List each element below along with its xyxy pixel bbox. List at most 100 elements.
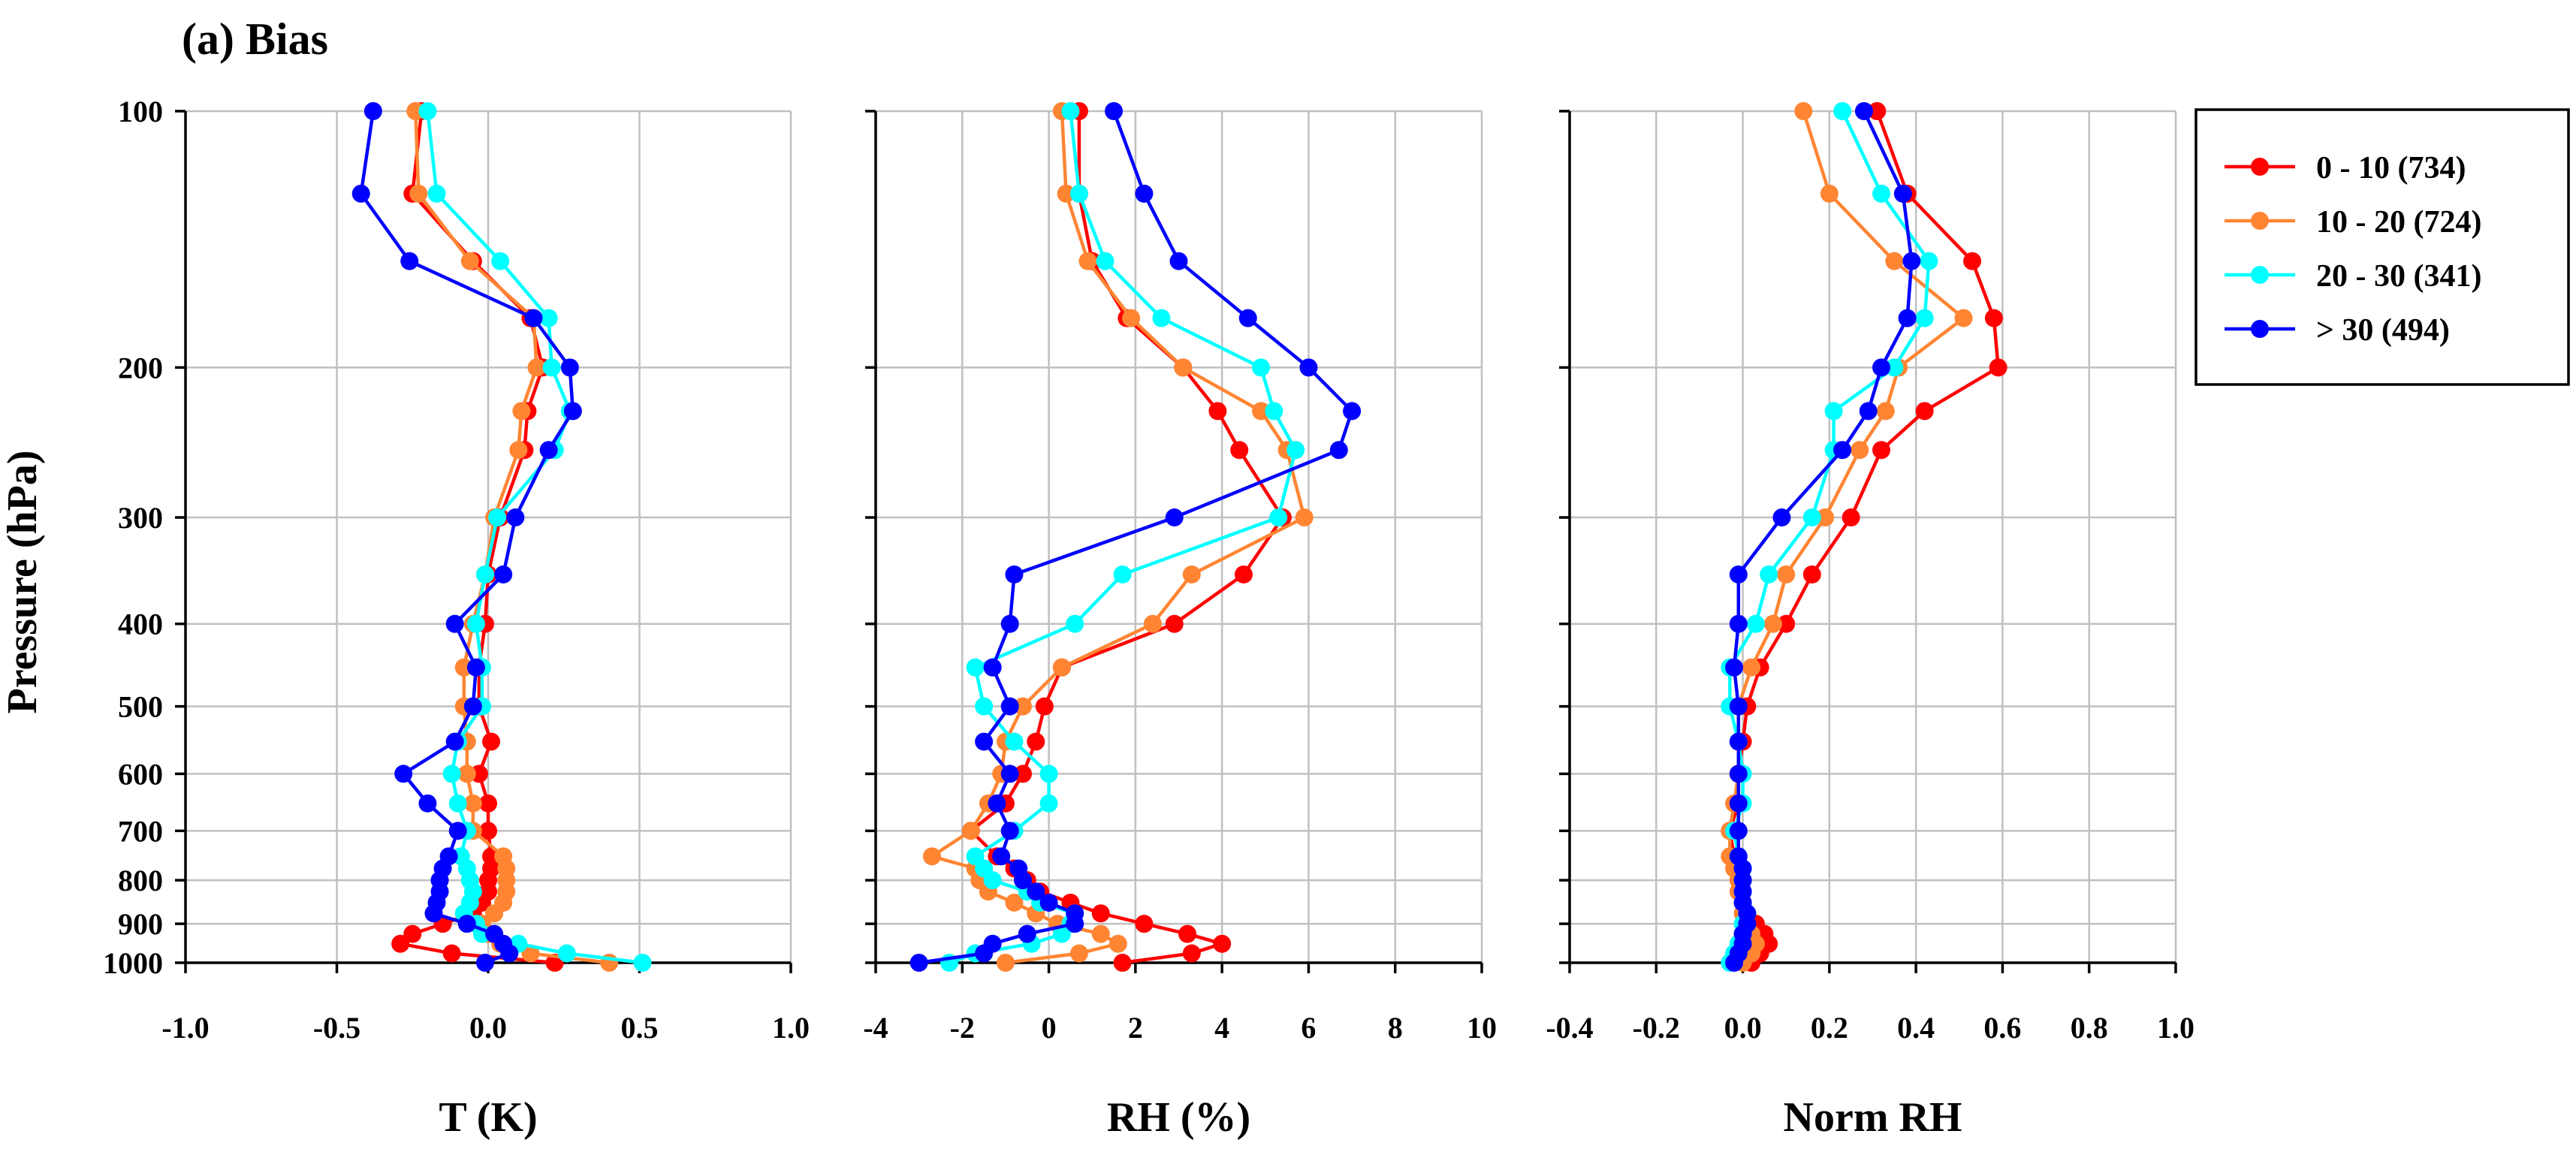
data-point — [1052, 924, 1071, 943]
data-point — [1113, 565, 1132, 584]
series-30-494 — [909, 102, 1362, 972]
data-point — [1777, 614, 1796, 633]
data-point — [403, 924, 422, 943]
legend-entry-10-20: 10 - 20 (724) — [2225, 205, 2481, 240]
data-point — [1295, 508, 1314, 527]
data-point — [1230, 441, 1249, 460]
data-point — [485, 904, 504, 923]
data-point — [1802, 565, 1821, 584]
data-point — [466, 658, 485, 677]
data-point — [1729, 565, 1748, 584]
data-point — [1729, 764, 1748, 783]
series-10-20-724 — [1721, 102, 1973, 972]
data-point — [1746, 614, 1765, 633]
data-point — [448, 794, 467, 813]
data-point — [1876, 402, 1895, 421]
data-point — [1851, 441, 1869, 460]
data-point — [509, 441, 528, 460]
y-tick-label: 400 — [118, 608, 163, 641]
data-point — [1915, 309, 1934, 327]
data-point — [1729, 697, 1748, 716]
data-point — [500, 944, 519, 963]
x-axis-label: T (K) — [439, 1094, 537, 1141]
x-axis-label: Norm RH — [1784, 1094, 1962, 1141]
legend: 0 - 10 (734) 10 - 20 (724) 20 - 30 (341)… — [2194, 108, 2570, 386]
data-point — [363, 102, 382, 120]
y-tick-label: 300 — [118, 501, 163, 535]
data-point — [1061, 102, 1080, 120]
data-point — [442, 764, 461, 783]
x-tick-label: -0.2 — [1633, 1011, 1680, 1045]
data-point — [1000, 822, 1019, 840]
data-point — [1984, 309, 2003, 327]
data-point — [394, 764, 413, 783]
data-point — [1113, 954, 1132, 972]
data-point — [1013, 764, 1032, 783]
x-axis-label: RH (%) — [1107, 1094, 1250, 1141]
y-tick-label: 500 — [118, 690, 163, 724]
legend-label: 0 - 10 (734) — [2316, 151, 2466, 185]
legend-box — [2194, 108, 2570, 386]
y-tick-label: 900 — [118, 907, 163, 941]
data-point — [1078, 252, 1097, 270]
data-point — [633, 954, 652, 972]
data-point — [1238, 309, 1257, 327]
x-tick-label: -0.4 — [1546, 1011, 1593, 1045]
x-tick-label: -2 — [950, 1011, 975, 1045]
x-tick-label: 10 — [1467, 1011, 1497, 1045]
x-tick-label: 6 — [1301, 1011, 1316, 1045]
data-point — [1152, 309, 1171, 327]
data-point — [1109, 934, 1127, 953]
data-point — [491, 252, 510, 270]
data-point — [1027, 732, 1045, 751]
data-point — [961, 822, 980, 840]
data-point — [1213, 934, 1232, 953]
x-tick-label: 1.0 — [772, 1011, 810, 1045]
data-point — [1859, 402, 1878, 421]
legend-entry-20-30: 20 - 30 (341) — [2225, 259, 2481, 294]
data-point — [494, 565, 513, 584]
data-point — [460, 252, 479, 270]
data-point — [418, 794, 437, 813]
data-point — [1920, 252, 1938, 270]
legend-entry-gt-30: > 30 (494) — [2225, 313, 2450, 348]
data-point — [1000, 697, 1019, 716]
data-point — [1329, 441, 1348, 460]
y-tick-label: 600 — [118, 757, 163, 791]
data-point — [1286, 441, 1305, 460]
x-tick-label: -0.5 — [313, 1011, 360, 1045]
series-0-10-734 — [1721, 102, 2007, 972]
data-point — [1069, 184, 1088, 203]
data-point — [391, 934, 410, 953]
data-point — [351, 184, 370, 203]
y-tick-label: 200 — [118, 351, 163, 384]
data-point — [1729, 732, 1748, 751]
legend-swatch-marker — [2251, 158, 2269, 176]
data-point — [506, 508, 525, 527]
x-tick-label: 0.8 — [2071, 1011, 2108, 1045]
data-point — [1252, 358, 1271, 377]
data-point — [1069, 944, 1088, 963]
data-point — [1005, 732, 1024, 751]
data-point — [521, 944, 540, 963]
data-point — [1178, 924, 1197, 943]
x-tick-label: 0.6 — [1983, 1011, 2021, 1045]
data-point — [1898, 309, 1917, 327]
data-point — [1000, 614, 1019, 633]
data-point — [1039, 794, 1058, 813]
data-point — [1885, 252, 1904, 270]
legend-entry-0-10: 0 - 10 (734) — [2225, 151, 2466, 185]
data-point — [1725, 954, 1744, 972]
data-point — [1842, 508, 1860, 527]
y-tick-label: 800 — [118, 864, 163, 897]
data-point — [975, 732, 994, 751]
data-point — [539, 309, 558, 327]
x-tick-label: 8 — [1388, 1011, 1403, 1045]
data-point — [1872, 184, 1891, 203]
data-point — [1182, 565, 1201, 584]
x-tick-label: 0.0 — [1724, 1011, 1762, 1045]
panel-temperature: 100 200 300 400 500 600 700 800 900 1000 -1.0 -0.5 0… — [103, 95, 810, 1141]
data-point — [445, 732, 464, 751]
data-point — [475, 565, 494, 584]
